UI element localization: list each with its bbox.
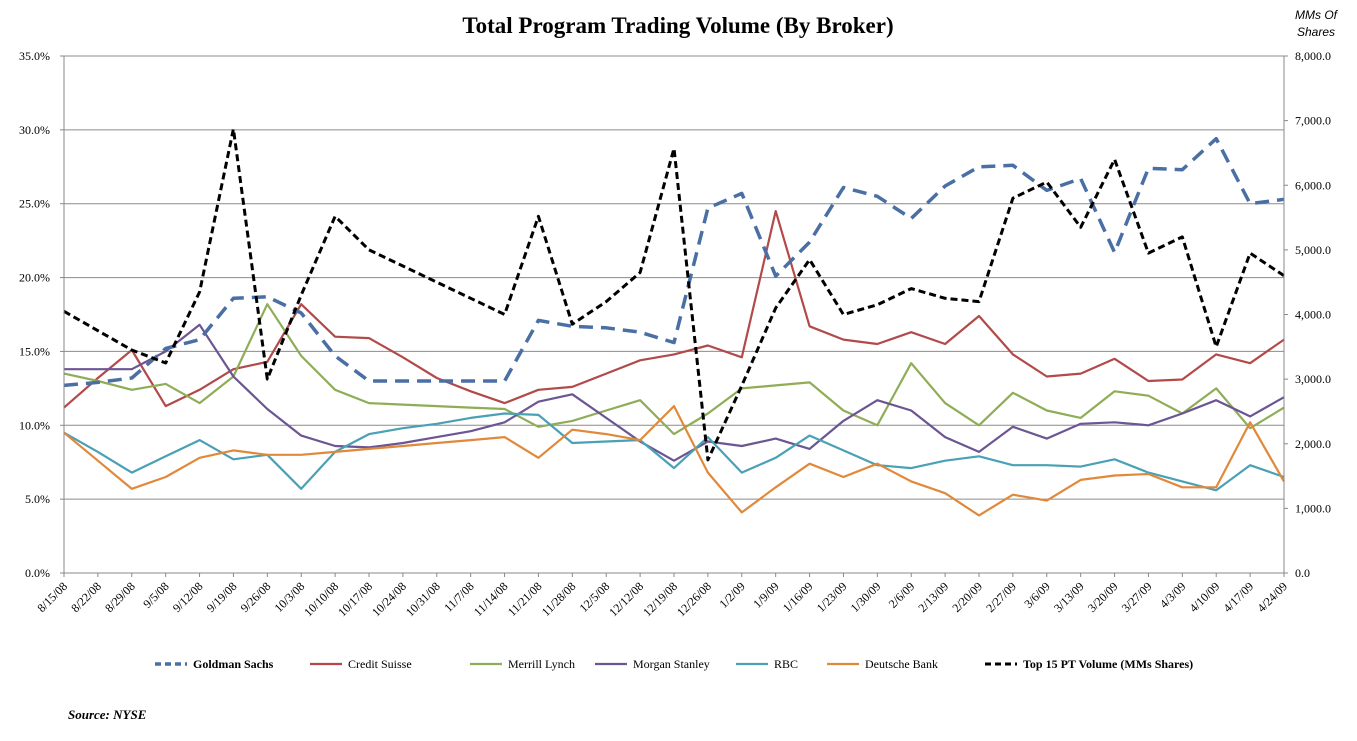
series-line-1 <box>63 210 1285 409</box>
x-tick-label: 3/6/09 <box>1021 579 1053 611</box>
x-tick-label: 9/12/08 <box>170 579 206 615</box>
y2-tick-label: 6,000.0 <box>1295 178 1331 192</box>
legend: Goldman Sachs Credit Suisse Merrill Lynch M… <box>155 657 1193 671</box>
x-tick-label: 10/17/08 <box>335 579 375 619</box>
x-tick-label: 8/22/08 <box>68 579 104 615</box>
y-tick-label: 30.0% <box>19 123 50 137</box>
x-tick-label: 9/5/08 <box>140 579 172 611</box>
x-tick-label: 10/24/08 <box>369 579 409 619</box>
y2-tick-label: 4,000.0 <box>1295 308 1331 322</box>
x-tick-label: 3/27/09 <box>1119 579 1155 615</box>
x-tick-label: 4/17/09 <box>1220 579 1256 615</box>
x-tick-label: 8/15/08 <box>34 579 70 615</box>
x-tick-label: 11/21/08 <box>505 579 545 619</box>
y2-axis-label-line2: Shares <box>1297 25 1335 39</box>
x-tick-label: 10/10/08 <box>301 579 341 619</box>
x-tick-label: 2/13/09 <box>915 579 951 615</box>
legend-label-2: Merrill Lynch <box>508 657 575 671</box>
y2-tick-label: 5,000.0 <box>1295 243 1331 257</box>
x-tick-label: 1/30/09 <box>848 579 884 615</box>
x-tick-label: 9/26/08 <box>238 579 274 615</box>
legend-label-6: Top 15 PT Volume (MMs Shares) <box>1023 657 1193 671</box>
y2-axis-ticks: 0.0 1,000.0 2,000.0 3,000.0 4,000.0 5,000.0 6,… <box>1284 49 1331 580</box>
x-tick-label: 4/24/09 <box>1254 579 1290 615</box>
series-line-3 <box>64 323 1285 462</box>
y2-tick-label: 2,000.0 <box>1295 437 1331 451</box>
x-tick-label: 2/27/09 <box>983 579 1019 615</box>
y2-tick-label: 0.0 <box>1295 566 1310 580</box>
series-line-0 <box>63 136 1285 388</box>
y2-tick-label: 3,000.0 <box>1295 372 1331 386</box>
x-tick-label: 1/9/09 <box>750 579 782 611</box>
x-tick-label: 11/14/08 <box>471 579 511 619</box>
y2-axis-label-line1: MMs Of <box>1295 8 1339 22</box>
y-tick-label: 25.0% <box>19 197 50 211</box>
x-tick-label: 2/6/09 <box>886 579 918 611</box>
y2-tick-label: 8,000.0 <box>1295 49 1331 63</box>
x-tick-label: 4/3/09 <box>1157 579 1189 611</box>
y2-tick-label: 1,000.0 <box>1295 501 1331 515</box>
x-tick-label: 12/19/08 <box>640 579 680 619</box>
legend-label-4: RBC <box>774 657 798 671</box>
x-tick-label: 1/23/09 <box>814 579 850 615</box>
legend-label-1: Credit Suisse <box>348 657 412 671</box>
x-tick-label: 3/20/09 <box>1085 579 1121 615</box>
x-tick-label: 4/10/09 <box>1187 579 1223 615</box>
x-tick-label: 9/19/08 <box>204 579 240 615</box>
legend-label-3: Morgan Stanley <box>633 657 710 671</box>
x-tick-label: 12/12/08 <box>606 579 646 619</box>
legend-label-5: Deutsche Bank <box>865 657 938 671</box>
y-tick-label: 15.0% <box>19 344 50 358</box>
x-tick-label: 2/20/09 <box>949 579 985 615</box>
series-line-2 <box>63 303 1285 436</box>
series-lines <box>63 127 1285 517</box>
gridlines <box>64 55 1284 500</box>
x-axis-ticks: 8/15/088/22/088/29/08 9/5/089/12/089/19/0… <box>34 573 1290 619</box>
series-line-6 <box>63 127 1285 462</box>
x-tick-label: 12/26/08 <box>674 579 714 619</box>
x-tick-label: 3/13/09 <box>1051 579 1087 615</box>
x-tick-label: 1/16/09 <box>780 579 816 615</box>
legend-label-0: Goldman Sachs <box>193 657 274 671</box>
source-note: Source: NYSE <box>68 707 147 722</box>
y-tick-label: 5.0% <box>25 492 50 506</box>
series-line-5 <box>63 405 1285 517</box>
y-tick-label: 10.0% <box>19 418 50 432</box>
y2-tick-label: 7,000.0 <box>1295 114 1331 128</box>
x-tick-label: 8/29/08 <box>102 579 138 615</box>
y-axis-ticks: 0.0% 5.0% 10.0% 15.0% 20.0% 25.0% 30.0% 35.0% <box>19 49 64 580</box>
x-tick-label: 10/31/08 <box>403 579 443 619</box>
y-tick-label: 0.0% <box>25 566 50 580</box>
chart-title: Total Program Trading Volume (By Broker) <box>462 13 893 38</box>
x-tick-label: 1/2/09 <box>716 579 748 611</box>
y-tick-label: 35.0% <box>19 49 50 63</box>
x-tick-label: 11/28/08 <box>539 579 579 619</box>
axes <box>63 56 1285 574</box>
y-tick-label: 20.0% <box>19 271 50 285</box>
